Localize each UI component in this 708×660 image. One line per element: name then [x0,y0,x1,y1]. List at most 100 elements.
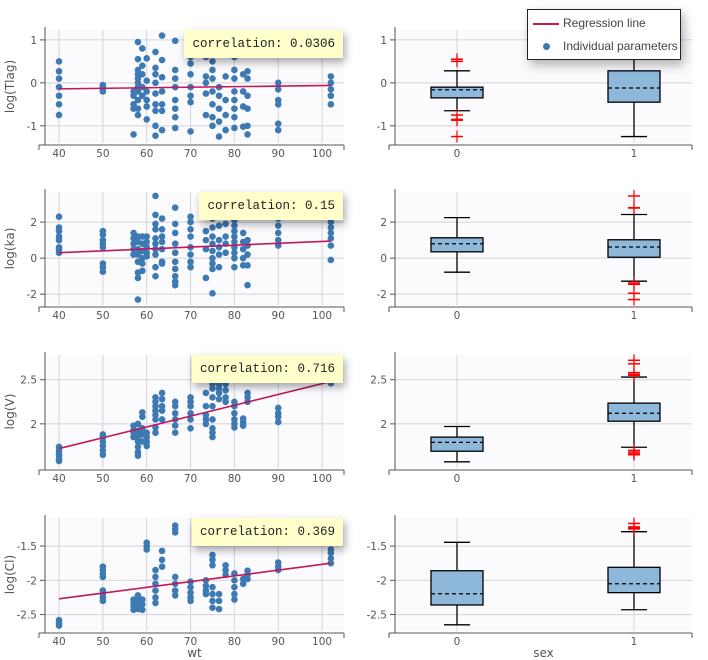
data-point [231,124,238,132]
outlier-marker [628,448,640,461]
legend-item-points[interactable]: Individual parameters [528,36,680,56]
data-point [143,77,151,84]
data-point [222,566,229,574]
regression-line [58,562,331,600]
data-point [231,88,238,95]
y-tick-label: -1 [27,121,37,133]
legend: Regression line Individual parameters [527,9,681,60]
data-point [209,583,216,591]
data-point [187,70,194,78]
y-tick-label: 0 [380,78,387,90]
y-tick-label: 2 [380,217,387,229]
x-tick-label: 60 [140,310,153,322]
data-point [187,128,194,135]
data-point [143,55,151,62]
data-point [152,587,159,594]
regression-line [58,380,332,450]
data-point [134,452,142,459]
data-point [139,92,146,100]
data-point [231,409,238,417]
data-point [327,92,335,100]
x-tick-label: 0 [454,636,461,648]
data-point [158,416,166,423]
y-tick-label: -2 [27,575,37,587]
x-tick-label: 1 [631,473,638,485]
data-point [209,597,216,605]
boxplot-panel: 2.5 2 0 1 [370,352,693,485]
data-point [171,592,179,599]
correlation-value: 0.369 [297,525,335,539]
x-tick-label: 60 [140,473,153,485]
x-tick-label: 80 [228,310,241,322]
data-point [171,281,179,289]
data-point [158,238,166,246]
data-point [231,238,238,246]
data-point [244,281,251,289]
y-tick-label: 1 [380,35,387,47]
y-axis-label: log(Cl) [3,555,17,594]
data-point [55,58,63,65]
legend-label: Regression line [563,16,646,30]
data-point [202,245,210,253]
data-point [187,251,194,258]
data-point [158,563,166,570]
data-point [152,101,159,108]
data-point [134,55,142,63]
data-point [231,96,238,104]
data-point [152,566,159,574]
data-point [130,229,137,237]
data-point [158,547,166,555]
data-point [158,88,166,95]
data-point [231,577,238,584]
data-point [139,413,146,421]
data-point [171,240,179,248]
data-point [152,90,159,97]
data-point [171,124,179,132]
data-point [139,267,146,275]
data-point [134,274,142,282]
data-point [209,260,216,267]
data-point [143,253,151,260]
y-tick-label: 2 [30,217,37,229]
data-point [209,433,216,441]
data-point [231,254,238,262]
data-point [327,242,335,249]
data-point [222,387,229,394]
data-point [139,260,146,267]
data-point [202,79,210,87]
data-point [327,218,335,226]
y-axis-label: log(V) [3,394,17,430]
x-tick-label: 40 [52,148,65,160]
data-point [143,442,151,450]
data-point [327,73,335,80]
data-point [239,254,247,262]
x-tick-label: 100 [312,636,332,648]
data-point [134,592,142,599]
data-point [139,70,146,78]
data-point [134,251,142,258]
box [607,566,661,594]
outlier-marker [628,369,640,382]
data-point [55,457,63,465]
data-point [171,220,179,228]
data-point [152,192,159,200]
x-tick-label: 1 [631,148,638,160]
data-point [209,416,216,423]
data-point [239,245,247,253]
data-point [202,590,210,598]
data-point [152,132,159,139]
legend-item-regression[interactable]: Regression line [528,13,680,33]
data-point [327,85,335,93]
data-point [274,85,282,93]
data-point [202,73,210,80]
data-point [187,416,194,423]
boxplot-panel: -1.5 -2 -2.5 0 1 [367,515,693,648]
data-point [209,265,216,273]
y-tick-label: 2 [380,419,387,431]
correlation-value: 0.15 [304,199,335,213]
data-point [152,263,159,271]
data-point [171,105,179,112]
data-point [222,96,229,104]
data-point [158,56,166,64]
data-point [274,79,282,87]
